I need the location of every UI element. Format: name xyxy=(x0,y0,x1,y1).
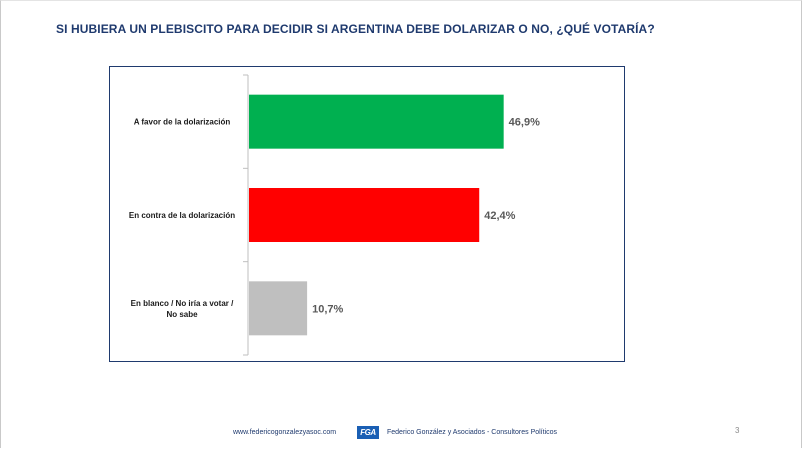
fga-logo-icon: FGA xyxy=(357,426,379,439)
bar-1 xyxy=(249,94,504,149)
bar-3 xyxy=(249,281,308,336)
footer-website-link[interactable]: www.federicogonzalezyasoc.com xyxy=(233,429,337,436)
category-label: No sabe xyxy=(166,310,198,319)
data-label: 10,7% xyxy=(312,303,343,315)
bar-chart: 46,9% A favor de la dolarización 42,4% En c… xyxy=(129,74,540,356)
category-label: A favor de la dolarización xyxy=(134,118,231,127)
footer-firm-name: Federico González y Asociados - Consulto… xyxy=(387,429,558,436)
chart-frame: 46,9% A favor de la dolarización 42,4% En c… xyxy=(109,66,625,362)
data-label: 46,9% xyxy=(509,117,540,129)
bar-2 xyxy=(249,188,480,242)
page-number: 3 xyxy=(735,426,740,435)
category-label: En blanco / No iría a votar / xyxy=(131,299,234,308)
data-label: 42,4% xyxy=(484,210,515,222)
category-label: En contra de la dolarización xyxy=(129,211,235,220)
chart-title: SI HUBIERA UN PLEBISCITO PARA DECIDIR SI… xyxy=(56,22,655,36)
footer: www.federicogonzalezyasoc.com FGA Federi… xyxy=(0,426,802,442)
